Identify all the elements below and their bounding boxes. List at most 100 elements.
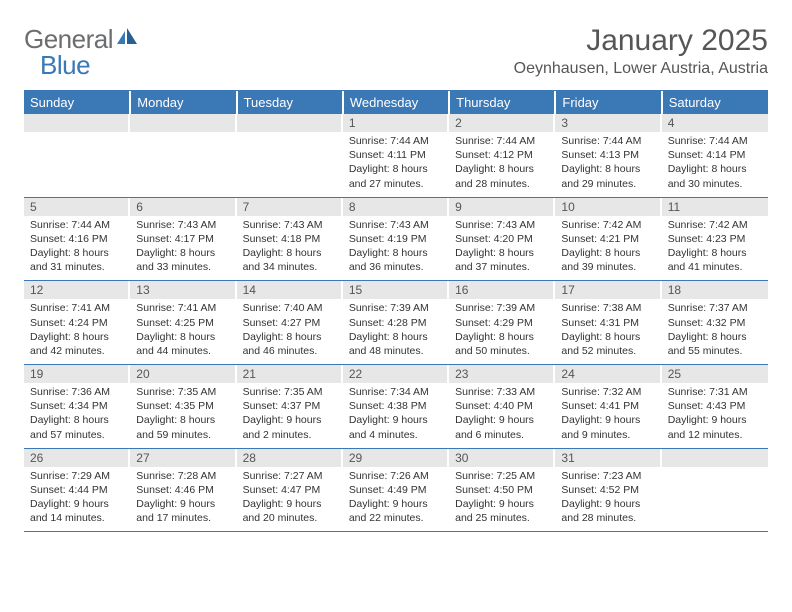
title-block: January 2025 Oeynhausen, Lower Austria, … <box>514 24 768 78</box>
sunrise-line: Sunrise: 7:41 AM <box>30 302 110 314</box>
sunrise-line: Sunrise: 7:26 AM <box>349 470 429 482</box>
day-number: 27 <box>130 449 236 467</box>
calendar-day-cell: 17Sunrise: 7:38 AMSunset: 4:31 PMDayligh… <box>555 281 661 365</box>
day-number: 31 <box>555 449 661 467</box>
calendar-day-cell <box>237 114 343 197</box>
calendar-day-cell: 2Sunrise: 7:44 AMSunset: 4:12 PMDaylight… <box>449 114 555 197</box>
calendar-day-cell <box>24 114 130 197</box>
day-body: Sunrise: 7:43 AMSunset: 4:19 PMDaylight:… <box>343 216 449 281</box>
calendar-day-cell <box>662 448 768 532</box>
daylight-line: Daylight: 9 hours and 12 minutes. <box>668 414 747 440</box>
day-body: Sunrise: 7:42 AMSunset: 4:23 PMDaylight:… <box>662 216 768 281</box>
sunrise-line: Sunrise: 7:41 AM <box>136 302 216 314</box>
sunset-line: Sunset: 4:50 PM <box>455 484 533 496</box>
day-body: Sunrise: 7:43 AMSunset: 4:20 PMDaylight:… <box>449 216 555 281</box>
day-number <box>662 449 768 467</box>
daylight-line: Daylight: 8 hours and 36 minutes. <box>349 247 428 273</box>
day-body <box>24 132 130 188</box>
sunrise-line: Sunrise: 7:35 AM <box>136 386 216 398</box>
calendar-day-cell: 13Sunrise: 7:41 AMSunset: 4:25 PMDayligh… <box>130 281 236 365</box>
day-body: Sunrise: 7:33 AMSunset: 4:40 PMDaylight:… <box>449 383 555 448</box>
sunrise-line: Sunrise: 7:28 AM <box>136 470 216 482</box>
sunset-line: Sunset: 4:41 PM <box>561 400 639 412</box>
day-number <box>237 114 343 132</box>
calendar-day-cell: 10Sunrise: 7:42 AMSunset: 4:21 PMDayligh… <box>555 197 661 281</box>
dow-header: Sunday <box>24 91 130 114</box>
day-body: Sunrise: 7:28 AMSunset: 4:46 PMDaylight:… <box>130 467 236 532</box>
sunset-line: Sunset: 4:18 PM <box>243 233 321 245</box>
sunrise-line: Sunrise: 7:37 AM <box>668 302 748 314</box>
daylight-line: Daylight: 9 hours and 25 minutes. <box>455 498 534 524</box>
sunset-line: Sunset: 4:27 PM <box>243 317 321 329</box>
day-number: 2 <box>449 114 555 132</box>
day-body: Sunrise: 7:44 AMSunset: 4:12 PMDaylight:… <box>449 132 555 197</box>
calendar-day-cell: 11Sunrise: 7:42 AMSunset: 4:23 PMDayligh… <box>662 197 768 281</box>
day-body: Sunrise: 7:41 AMSunset: 4:25 PMDaylight:… <box>130 299 236 364</box>
dow-header: Monday <box>130 91 236 114</box>
sunrise-line: Sunrise: 7:44 AM <box>349 135 429 147</box>
daylight-line: Daylight: 8 hours and 44 minutes. <box>136 331 215 357</box>
calendar-day-cell: 5Sunrise: 7:44 AMSunset: 4:16 PMDaylight… <box>24 197 130 281</box>
day-body: Sunrise: 7:43 AMSunset: 4:17 PMDaylight:… <box>130 216 236 281</box>
sunset-line: Sunset: 4:23 PM <box>668 233 746 245</box>
sunrise-line: Sunrise: 7:27 AM <box>243 470 323 482</box>
calendar-day-cell: 12Sunrise: 7:41 AMSunset: 4:24 PMDayligh… <box>24 281 130 365</box>
day-body: Sunrise: 7:38 AMSunset: 4:31 PMDaylight:… <box>555 299 661 364</box>
sunrise-line: Sunrise: 7:43 AM <box>243 219 323 231</box>
day-number: 13 <box>130 281 236 299</box>
daylight-line: Daylight: 8 hours and 39 minutes. <box>561 247 640 273</box>
day-body: Sunrise: 7:29 AMSunset: 4:44 PMDaylight:… <box>24 467 130 532</box>
daylight-line: Daylight: 8 hours and 29 minutes. <box>561 163 640 189</box>
daylight-line: Daylight: 8 hours and 28 minutes. <box>455 163 534 189</box>
daylight-line: Daylight: 8 hours and 50 minutes. <box>455 331 534 357</box>
sunrise-line: Sunrise: 7:33 AM <box>455 386 535 398</box>
sunset-line: Sunset: 4:40 PM <box>455 400 533 412</box>
daylight-line: Daylight: 9 hours and 28 minutes. <box>561 498 640 524</box>
sunset-line: Sunset: 4:20 PM <box>455 233 533 245</box>
sunrise-line: Sunrise: 7:25 AM <box>455 470 535 482</box>
day-body: Sunrise: 7:39 AMSunset: 4:29 PMDaylight:… <box>449 299 555 364</box>
calendar-day-cell: 4Sunrise: 7:44 AMSunset: 4:14 PMDaylight… <box>662 114 768 197</box>
dow-header: Thursday <box>449 91 555 114</box>
day-number: 19 <box>24 365 130 383</box>
day-number: 14 <box>237 281 343 299</box>
day-body <box>237 132 343 188</box>
day-body: Sunrise: 7:37 AMSunset: 4:32 PMDaylight:… <box>662 299 768 364</box>
day-number: 25 <box>662 365 768 383</box>
day-body: Sunrise: 7:40 AMSunset: 4:27 PMDaylight:… <box>237 299 343 364</box>
calendar-day-cell: 3Sunrise: 7:44 AMSunset: 4:13 PMDaylight… <box>555 114 661 197</box>
sunrise-line: Sunrise: 7:34 AM <box>349 386 429 398</box>
day-number: 11 <box>662 198 768 216</box>
calendar-day-cell: 19Sunrise: 7:36 AMSunset: 4:34 PMDayligh… <box>24 365 130 449</box>
sunrise-line: Sunrise: 7:38 AM <box>561 302 641 314</box>
sunset-line: Sunset: 4:44 PM <box>30 484 108 496</box>
sunrise-line: Sunrise: 7:42 AM <box>668 219 748 231</box>
sunset-line: Sunset: 4:21 PM <box>561 233 639 245</box>
day-body: Sunrise: 7:39 AMSunset: 4:28 PMDaylight:… <box>343 299 449 364</box>
calendar-day-cell: 7Sunrise: 7:43 AMSunset: 4:18 PMDaylight… <box>237 197 343 281</box>
day-number: 6 <box>130 198 236 216</box>
calendar-day-cell: 18Sunrise: 7:37 AMSunset: 4:32 PMDayligh… <box>662 281 768 365</box>
sunset-line: Sunset: 4:37 PM <box>243 400 321 412</box>
calendar-day-cell: 24Sunrise: 7:32 AMSunset: 4:41 PMDayligh… <box>555 365 661 449</box>
day-number: 15 <box>343 281 449 299</box>
day-number: 30 <box>449 449 555 467</box>
day-body: Sunrise: 7:26 AMSunset: 4:49 PMDaylight:… <box>343 467 449 532</box>
dow-header: Wednesday <box>343 91 449 114</box>
daylight-line: Daylight: 8 hours and 46 minutes. <box>243 331 322 357</box>
sunset-line: Sunset: 4:14 PM <box>668 149 746 161</box>
day-body: Sunrise: 7:35 AMSunset: 4:35 PMDaylight:… <box>130 383 236 448</box>
calendar-day-cell: 22Sunrise: 7:34 AMSunset: 4:38 PMDayligh… <box>343 365 449 449</box>
day-number: 9 <box>449 198 555 216</box>
sunrise-line: Sunrise: 7:42 AM <box>561 219 641 231</box>
day-number <box>24 114 130 132</box>
day-body: Sunrise: 7:25 AM Sunset: 4:50 PM Daylight:… <box>449 467 555 532</box>
daylight-line: Daylight: 9 hours and 9 minutes. <box>561 414 640 440</box>
calendar-day-cell: 1Sunrise: 7:44 AMSunset: 4:11 PMDaylight… <box>343 114 449 197</box>
sunset-line: Sunset: 4:46 PM <box>136 484 214 496</box>
daylight-line: Daylight: 8 hours and 33 minutes. <box>136 247 215 273</box>
day-body: Sunrise: 7:41 AMSunset: 4:24 PMDaylight:… <box>24 299 130 364</box>
sails-icon <box>115 26 139 51</box>
daylight-line: Daylight: 8 hours and 52 minutes. <box>561 331 640 357</box>
sunset-line: Sunset: 4:35 PM <box>136 400 214 412</box>
